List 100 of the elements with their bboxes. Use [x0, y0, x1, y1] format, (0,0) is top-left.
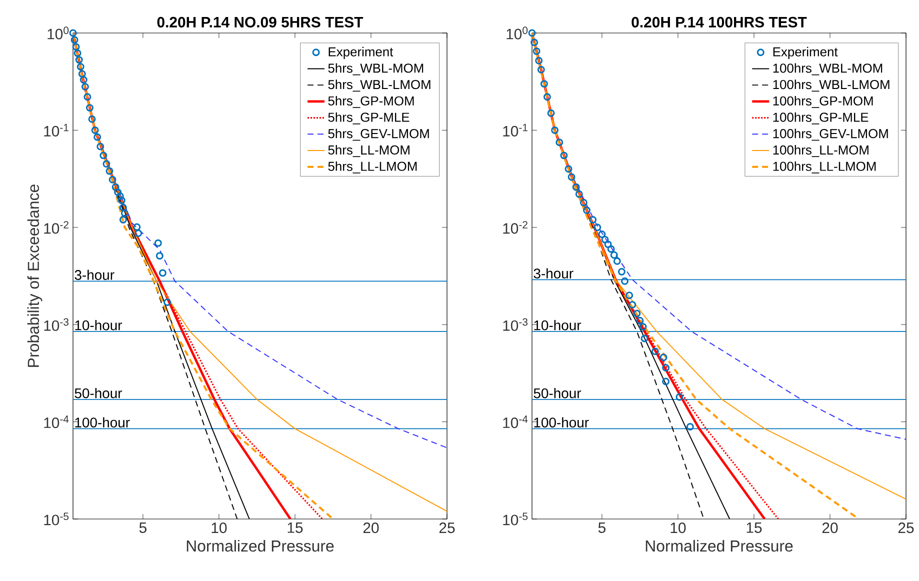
point [639, 323, 647, 331]
point [532, 47, 540, 55]
x-tick-label: 15 [746, 522, 762, 533]
x-tick-label: 15 [288, 522, 303, 533]
point [572, 183, 580, 191]
legend-label: 5hrs_WBL-LMOM [328, 80, 430, 92]
point [660, 354, 668, 362]
y-tick-label: 10$^{-5}$ [44, 512, 69, 526]
y-axis-title: Probability of Exceedance [27, 184, 42, 367]
x-axis-title: Normalized Pressure [646, 540, 793, 552]
point [651, 348, 659, 356]
point [575, 190, 583, 198]
point [86, 104, 94, 112]
ref-line-label: 3-hour [74, 270, 114, 280]
point [70, 36, 78, 44]
x-tick-label: 10 [212, 522, 227, 534]
point [613, 257, 621, 265]
ref-line-label: 100-hour [534, 417, 589, 428]
point [640, 334, 648, 342]
y-tick-label: 10$^{-2}$ [503, 221, 528, 234]
point [114, 188, 122, 196]
x-axis-title: Normalized Pressure [186, 540, 334, 552]
point [69, 29, 77, 37]
x-tick-label: 10 [670, 522, 686, 534]
point [568, 173, 576, 181]
point [91, 126, 99, 134]
point [74, 49, 82, 57]
point [75, 56, 83, 64]
point [662, 364, 670, 372]
point [156, 252, 164, 260]
y-tick-label: 10$^{0}$ [48, 26, 69, 40]
point [102, 160, 110, 168]
point [589, 216, 597, 224]
legend-label: 5hrs_GP-MOM [328, 96, 414, 108]
point [535, 56, 543, 64]
legend-label: 100hrs_WBL-MOM [773, 63, 882, 76]
legend-label: 100hrs_WBL-LMOM [773, 80, 890, 92]
point [158, 269, 166, 277]
point [112, 183, 120, 191]
point [96, 142, 104, 150]
point [618, 268, 626, 276]
point [551, 126, 559, 134]
point [564, 165, 572, 173]
x-tick-label: 5 [139, 522, 146, 533]
point [119, 204, 127, 212]
point [116, 192, 124, 200]
point [78, 70, 86, 78]
point [633, 310, 641, 318]
point [118, 196, 126, 204]
point [560, 152, 568, 160]
y-tick-label: 10$^{-3}$ [503, 318, 528, 331]
y-tick-label: 10$^{-2}$ [44, 221, 68, 234]
point [662, 378, 670, 386]
point [540, 80, 548, 88]
point [610, 251, 618, 259]
point [120, 209, 128, 217]
ref-line-label: 50-hour [534, 388, 582, 398]
legend-label: 100hrs_GEV-LMOM [773, 128, 888, 141]
legend-label: Experiment [773, 46, 838, 59]
point [81, 83, 89, 90]
point [154, 239, 162, 247]
y-tick-label: 10$^{-5}$ [503, 512, 528, 526]
point [72, 43, 80, 51]
legend-label: 5hrs_LL-MOM [328, 145, 410, 158]
x-tick-label: 25 [439, 522, 455, 534]
point [537, 66, 545, 74]
point [598, 230, 606, 238]
legend-label: 100hrs_LL-MOM [773, 145, 868, 158]
point [628, 301, 636, 309]
chart-title: 0.20H P.14 100HRS TEST [632, 16, 807, 28]
ref-line-label: 10-hour [75, 320, 122, 330]
point [84, 93, 92, 101]
y-tick-label: 10$^{-1}$ [503, 124, 528, 136]
legend-label: 5hrs_GEV-LMOM [328, 128, 429, 141]
x-tick-label: 25 [898, 522, 914, 534]
point [134, 230, 142, 238]
chart-title: 0.20H P.14 NO.09 5HRS TEST [157, 16, 364, 28]
x-tick-label: 20 [363, 522, 379, 534]
point [108, 176, 116, 184]
legend-label: 100hrs_LL-LMOM [773, 161, 876, 174]
point [626, 292, 634, 300]
y-tick-label: 10$^{0}$ [506, 26, 528, 40]
x-tick-label: 20 [822, 522, 838, 534]
point [621, 277, 628, 285]
legend-label: 5hrs_WBL-MOM [328, 63, 424, 76]
point [528, 29, 536, 37]
point [88, 115, 96, 123]
point [94, 133, 102, 141]
point [636, 316, 644, 324]
y-tick-label: 10$^{-3}$ [44, 318, 69, 331]
y-tick-label: 10$^{-1}$ [44, 124, 68, 136]
point [583, 206, 590, 214]
point [604, 240, 612, 248]
y-tick-label: 10$^{-4}$ [44, 416, 69, 428]
point [594, 224, 602, 232]
point [100, 152, 108, 160]
point [676, 393, 684, 401]
ref-line-label: 50-hour [74, 388, 122, 398]
point [133, 223, 141, 231]
point [556, 138, 564, 146]
